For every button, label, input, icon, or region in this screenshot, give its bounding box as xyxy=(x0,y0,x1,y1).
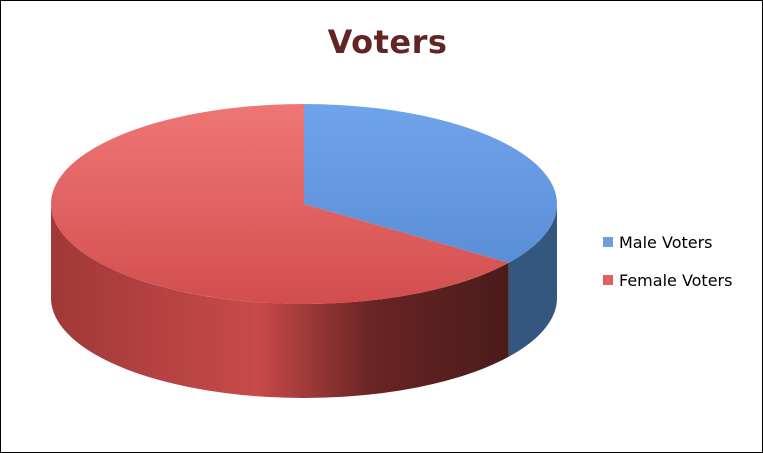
legend-item-female-voters: Female Voters xyxy=(603,270,732,290)
pie-slice-male-voters xyxy=(304,104,557,263)
chart-title: Voters xyxy=(327,23,448,61)
pie-slice-female-voters xyxy=(50,104,509,304)
legend-label: Female Voters xyxy=(619,270,733,290)
legend-item-male-voters: Male Voters xyxy=(603,232,732,252)
pie-side-male-voters xyxy=(508,204,557,357)
legend: Male Voters Female Voters xyxy=(603,232,732,308)
legend-swatch xyxy=(603,237,613,247)
pie-side-female-voters xyxy=(51,204,509,398)
legend-swatch xyxy=(603,275,613,285)
legend-label: Male Voters xyxy=(619,232,713,252)
